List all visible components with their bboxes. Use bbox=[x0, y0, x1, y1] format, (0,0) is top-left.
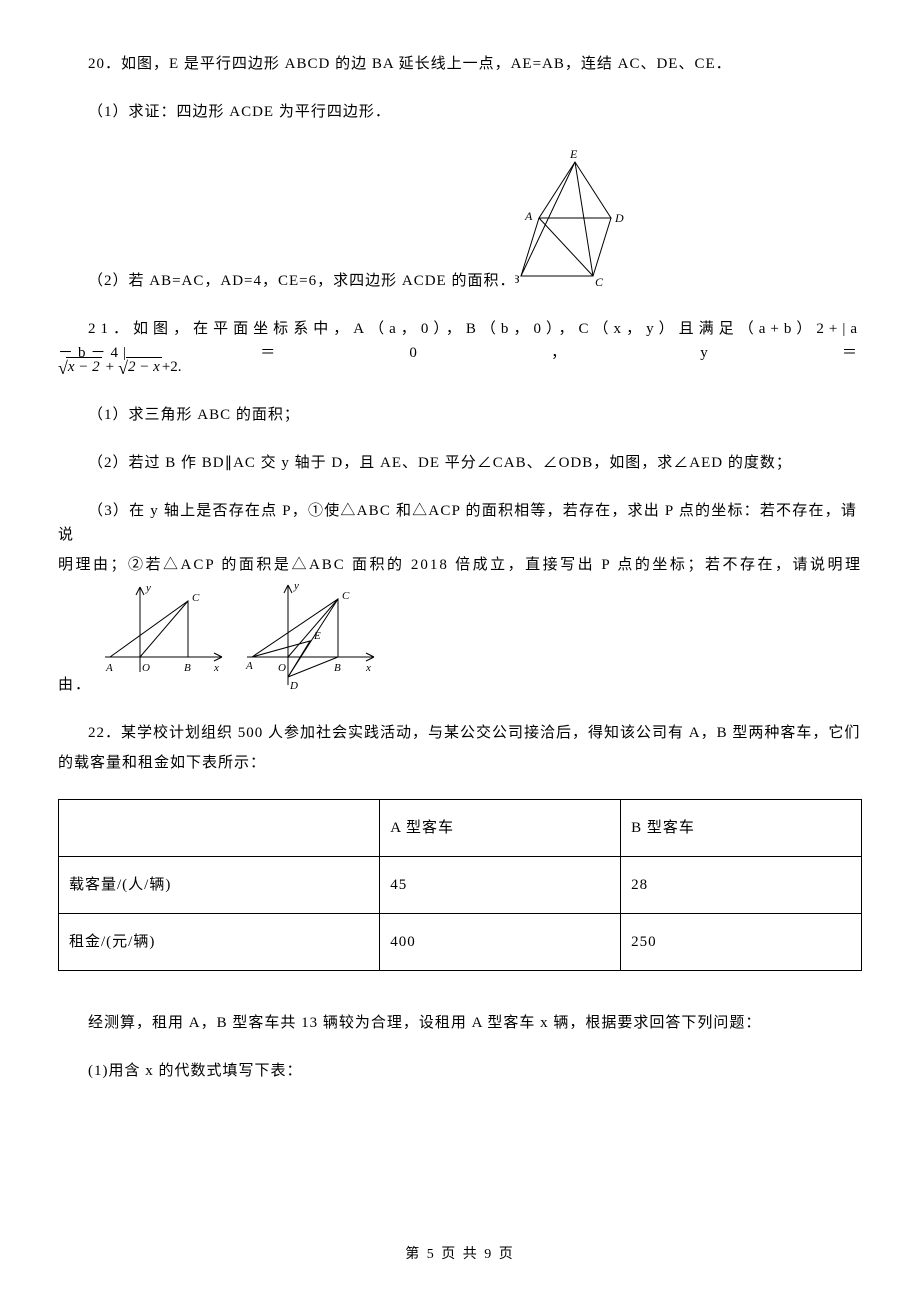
q20-part2-text: （2）若 AB=AC，AD=4，CE=6，求四边形 ACDE 的面积． bbox=[58, 269, 515, 293]
q22-stem-line2: 的载客量和租金如下表所示： bbox=[58, 751, 862, 775]
q21d1-c: C bbox=[192, 592, 201, 604]
q21d2-o: O bbox=[278, 662, 288, 674]
q20-part2-row: （2）若 AB=AC，AD=4，CE=6，求四边形 ACDE 的面积． E A … bbox=[58, 148, 862, 293]
q21d2-y: y bbox=[293, 580, 301, 592]
q21d2-a: A bbox=[245, 660, 255, 672]
table-cell: 45 bbox=[380, 857, 621, 914]
q21d1-a: A bbox=[105, 662, 115, 674]
table-cell: A 型客车 bbox=[380, 800, 621, 857]
q21-part3-tail: 由． bbox=[58, 673, 92, 697]
q21-diagrams: y C A O B x y C E bbox=[100, 577, 382, 697]
sqrt-expr-2: √ 2 − x bbox=[118, 357, 162, 377]
q20-label-e: E bbox=[569, 148, 578, 161]
table-cell: 载客量/(人/辆) bbox=[59, 857, 380, 914]
q21d1-y: y bbox=[145, 582, 153, 594]
q21d2-b: B bbox=[334, 662, 343, 674]
q22-stem-line1: 22．某学校计划组织 500 人参加社会实践活动，与某公交公司接洽后，得知该公司… bbox=[58, 721, 862, 745]
q21d2-d: D bbox=[289, 680, 300, 692]
formula-tail: +2. bbox=[162, 355, 182, 379]
q21-part1: （1）求三角形 ABC 的面积； bbox=[58, 403, 862, 427]
page-footer: 第 5 页 共 9 页 bbox=[0, 1244, 920, 1266]
plus-sign: + bbox=[106, 355, 114, 379]
q20-stem: 20．如图，E 是平行四边形 ABCD 的边 BA 延长线上一点，AE=AB，连… bbox=[58, 52, 862, 76]
q21d1-x: x bbox=[213, 662, 221, 674]
table-cell: 租金/(元/辆) bbox=[59, 914, 380, 971]
q21-part2: （2）若过 B 作 BD∥AC 交 y 轴于 D，且 AE、DE 平分∠CAB、… bbox=[58, 451, 862, 475]
q20-part1: （1）求证：四边形 ACDE 为平行四边形． bbox=[58, 100, 862, 124]
sqrt2-body: 2 − x bbox=[126, 357, 162, 376]
q21-part3b: 明理由；②若△ACP 的面积是△ABC 面积的 2018 倍成立，直接写出 P … bbox=[58, 553, 862, 577]
q21d2-x: x bbox=[365, 662, 373, 674]
q22-p2: (1)用含 x 的代数式填写下表： bbox=[58, 1059, 862, 1083]
table-row: 载客量/(人/辆) 45 28 bbox=[59, 857, 862, 914]
q22-p1: 经测算，租用 A，B 型客车共 13 辆较为合理，设租用 A 型客车 x 辆，根… bbox=[58, 1011, 862, 1035]
q20-label-c: C bbox=[595, 275, 604, 289]
q21-diagram-2: y C E A O B x D bbox=[242, 577, 382, 697]
table-row: A 型客车 B 型客车 bbox=[59, 800, 862, 857]
table-cell: 250 bbox=[621, 914, 862, 971]
q20-diagram: E A D B C bbox=[515, 148, 625, 293]
q21-part3a: （3）在 y 轴上是否存在点 P，①使△ABC 和△ACP 的面积相等，若存在，… bbox=[58, 499, 862, 547]
table-cell: 400 bbox=[380, 914, 621, 971]
q20-label-d: D bbox=[614, 211, 624, 225]
q21d1-b: B bbox=[184, 662, 193, 674]
q21d2-e: E bbox=[313, 630, 323, 642]
q20-label-a: A bbox=[524, 209, 533, 223]
q20-label-b: B bbox=[515, 272, 520, 286]
q21-diagram-1: y C A O B x bbox=[100, 577, 230, 687]
table-cell: 28 bbox=[621, 857, 862, 914]
table-cell bbox=[59, 800, 380, 857]
q21d2-c: C bbox=[342, 590, 351, 602]
q22-table: A 型客车 B 型客车 载客量/(人/辆) 45 28 租金/(元/辆) 400… bbox=[58, 799, 862, 971]
sqrt1-body: x − 2 bbox=[66, 357, 102, 376]
table-row: 租金/(元/辆) 400 250 bbox=[59, 914, 862, 971]
q21-part3-last: 明理由；②若△ACP 的面积是△ABC 面积的 2018 倍成立，直接写出 P … bbox=[58, 553, 862, 697]
q21d1-o: O bbox=[142, 662, 152, 674]
table-cell: B 型客车 bbox=[621, 800, 862, 857]
sqrt-expr-1: √ x − 2 bbox=[58, 357, 102, 377]
